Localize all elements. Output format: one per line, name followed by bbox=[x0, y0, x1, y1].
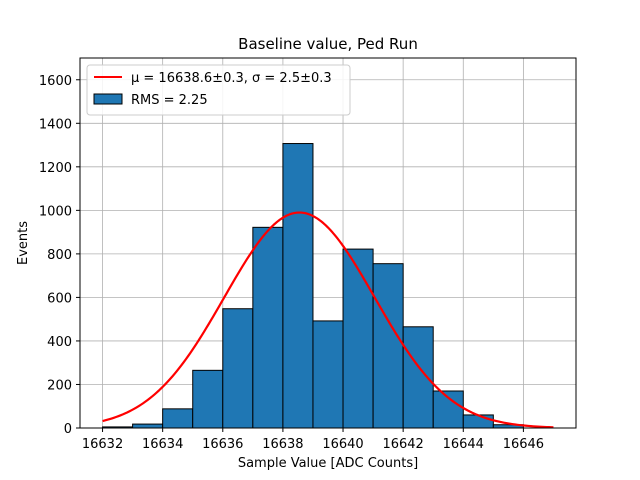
y-tick-label: 600 bbox=[47, 291, 72, 306]
histogram-bar bbox=[312, 320, 344, 429]
histogram-bar bbox=[252, 226, 284, 429]
histogram-bar bbox=[342, 248, 374, 429]
y-tick-label: 800 bbox=[47, 248, 72, 263]
y-axis-label: Events bbox=[16, 221, 31, 265]
x-axis-ticks: 16632 16634 16636 16638 16640 16642 16644 16646 bbox=[82, 428, 544, 452]
legend-box bbox=[86, 64, 351, 116]
y-tick-label: 0 bbox=[64, 422, 72, 437]
y-tick-label: 1600 bbox=[39, 74, 72, 89]
histogram-bar bbox=[222, 308, 254, 429]
fit-curve-layer bbox=[102, 211, 554, 429]
x-tick-label: 16638 bbox=[262, 437, 303, 452]
gaussian-fit-curve bbox=[102, 211, 554, 429]
x-tick-label: 16642 bbox=[382, 437, 423, 452]
plot-frame bbox=[79, 57, 577, 429]
histogram-bar bbox=[462, 414, 494, 429]
histogram-bar bbox=[162, 408, 194, 429]
histogram-bar bbox=[282, 143, 314, 429]
legend-fit-label: μ = 16638.6±0.3, σ = 2.5±0.3 bbox=[131, 71, 332, 86]
histogram-bar bbox=[192, 369, 224, 429]
x-axis-label: Sample Value [ADC Counts] bbox=[238, 456, 418, 471]
x-tick-label: 16632 bbox=[82, 437, 123, 452]
x-tick-label: 16646 bbox=[503, 437, 544, 452]
y-tick-label: 1400 bbox=[39, 117, 72, 132]
histogram-bar bbox=[132, 423, 164, 429]
x-tick-label: 16640 bbox=[322, 437, 363, 452]
x-tick-label: 16644 bbox=[443, 437, 484, 452]
y-tick-label: 400 bbox=[47, 335, 72, 350]
histogram-bar bbox=[372, 263, 404, 429]
legend-hist-label: RMS = 2.25 bbox=[131, 93, 208, 108]
histogram-bar bbox=[432, 390, 464, 429]
histogram-bars bbox=[102, 143, 524, 429]
y-axis-ticks: 0 200 400 600 800 1000 1200 1400 1600 bbox=[39, 74, 80, 437]
y-tick-label: 1200 bbox=[39, 161, 72, 176]
legend-hist-swatch bbox=[93, 93, 123, 105]
chart-title: Baseline value, Ped Run bbox=[238, 35, 418, 53]
legend: μ = 16638.6±0.3, σ = 2.5±0.3 RMS = 2.25 bbox=[86, 64, 351, 116]
y-tick-label: 200 bbox=[47, 378, 72, 393]
x-tick-label: 16634 bbox=[142, 437, 183, 452]
x-tick-label: 16636 bbox=[202, 437, 243, 452]
y-tick-label: 1000 bbox=[39, 204, 72, 219]
